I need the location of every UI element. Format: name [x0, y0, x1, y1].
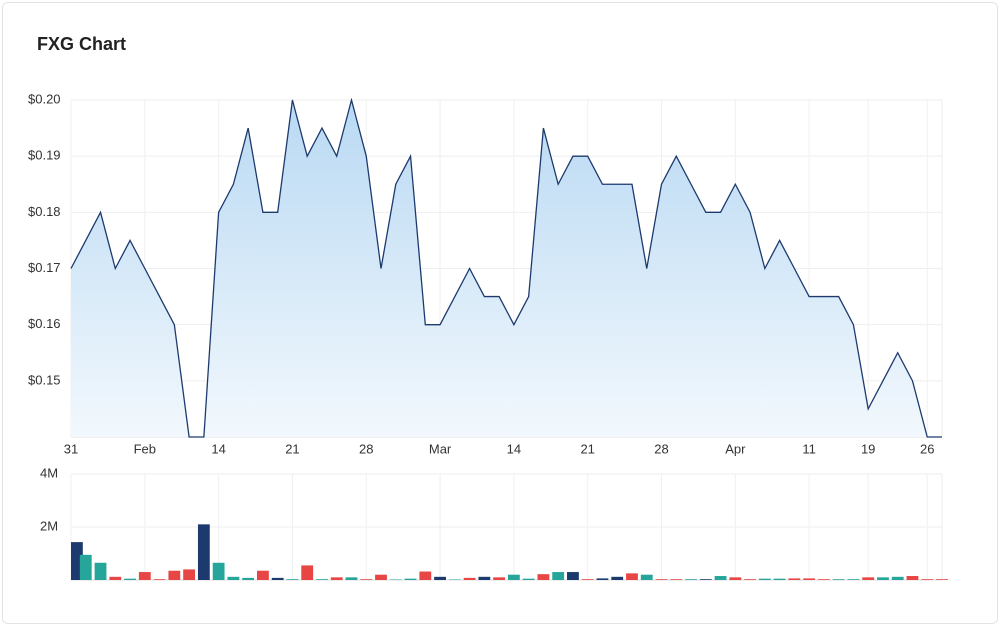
volume-bar	[699, 579, 712, 580]
volume-bar	[626, 573, 638, 580]
volume-bar	[271, 577, 284, 580]
volume-bar	[94, 562, 107, 580]
volume-bar	[773, 578, 786, 580]
x-tick-label: 21	[580, 441, 594, 456]
volume-bar	[921, 579, 934, 580]
volume-bar	[79, 554, 92, 580]
volume-bar	[168, 570, 181, 580]
volume-bar	[316, 579, 328, 580]
y-tick-label: $0.20	[28, 91, 61, 106]
volume-bar	[581, 579, 594, 580]
y-tick-label: 2M	[40, 518, 58, 533]
volume-bar	[670, 579, 683, 580]
volume-bar	[330, 577, 343, 580]
volume-bar	[522, 578, 535, 580]
x-tick-label: 14	[211, 441, 225, 456]
volume-bar	[257, 570, 269, 580]
x-tick-label: 26	[920, 441, 934, 456]
volume-bar	[71, 542, 83, 580]
x-tick-label: 28	[359, 441, 373, 456]
volume-bar	[817, 579, 830, 580]
volume-bar	[862, 577, 875, 580]
volume-bar	[744, 579, 756, 580]
volume-bar	[183, 569, 196, 580]
y-tick-label: 4M	[40, 465, 58, 480]
volume-bar	[596, 578, 609, 580]
y-tick-label: $0.15	[28, 372, 61, 387]
volume-bar	[847, 579, 860, 580]
volume-bar	[685, 579, 697, 580]
volume-bar	[552, 572, 565, 580]
volume-bar	[212, 562, 225, 580]
volume-bar	[877, 577, 889, 580]
x-tick-label: Apr	[725, 441, 746, 456]
volume-bar	[360, 579, 373, 580]
volume-bar	[714, 576, 727, 580]
x-tick-label: 11	[802, 441, 816, 456]
volume-bar	[463, 577, 476, 580]
volume-bar	[493, 577, 506, 580]
volume-bar	[138, 572, 151, 580]
volume-bar	[197, 524, 210, 580]
volume-bar	[537, 574, 550, 580]
y-tick-label: $0.17	[28, 260, 61, 275]
volume-bar	[419, 571, 432, 580]
x-tick-label: 28	[654, 441, 668, 456]
volume-bar	[227, 576, 240, 580]
volume-bar	[788, 578, 801, 580]
x-tick-label: Mar	[429, 441, 452, 456]
volume-bar	[611, 576, 624, 580]
volume-bar	[832, 579, 845, 580]
y-tick-label: $0.18	[28, 204, 61, 219]
volume-bar	[640, 574, 653, 580]
volume-bar	[891, 576, 904, 580]
volume-bar	[906, 576, 919, 580]
volume-bar	[936, 579, 948, 580]
price-line	[70, 97, 942, 438]
x-tick-label: 19	[861, 441, 875, 456]
y-tick-label: $0.19	[28, 148, 61, 163]
volume-bar	[655, 579, 668, 580]
chart-title: FXG Chart	[37, 34, 126, 54]
volume-bar	[434, 576, 446, 580]
volume-bar	[567, 572, 579, 580]
x-tick-label: Feb	[134, 441, 156, 456]
volume-bar	[345, 577, 358, 580]
y-tick-label: $0.16	[28, 316, 61, 331]
volume-bar	[242, 577, 255, 580]
volume-bar	[803, 578, 816, 580]
volume-bar	[507, 574, 520, 580]
volume-bar	[286, 579, 299, 580]
volume-bar	[153, 579, 166, 580]
volume-bar	[375, 574, 387, 580]
area	[71, 100, 942, 437]
chart: FXG Chart $0.15 $0.16 $0.17 $0.18 $0.19 $0.20…	[28, 34, 948, 581]
volume-bar	[404, 578, 417, 580]
x-tick-label: 14	[507, 441, 521, 456]
volume-bar	[301, 565, 314, 580]
volume-bar	[448, 579, 461, 580]
x-tick-label: 31	[64, 441, 78, 456]
volume-bar	[478, 576, 491, 580]
volume-bar	[124, 578, 136, 580]
volume-bar	[109, 576, 122, 580]
volume-bar	[389, 579, 402, 580]
volume-bar	[729, 577, 742, 580]
x-tick-label: 21	[285, 441, 299, 456]
volume-bar	[758, 578, 771, 580]
